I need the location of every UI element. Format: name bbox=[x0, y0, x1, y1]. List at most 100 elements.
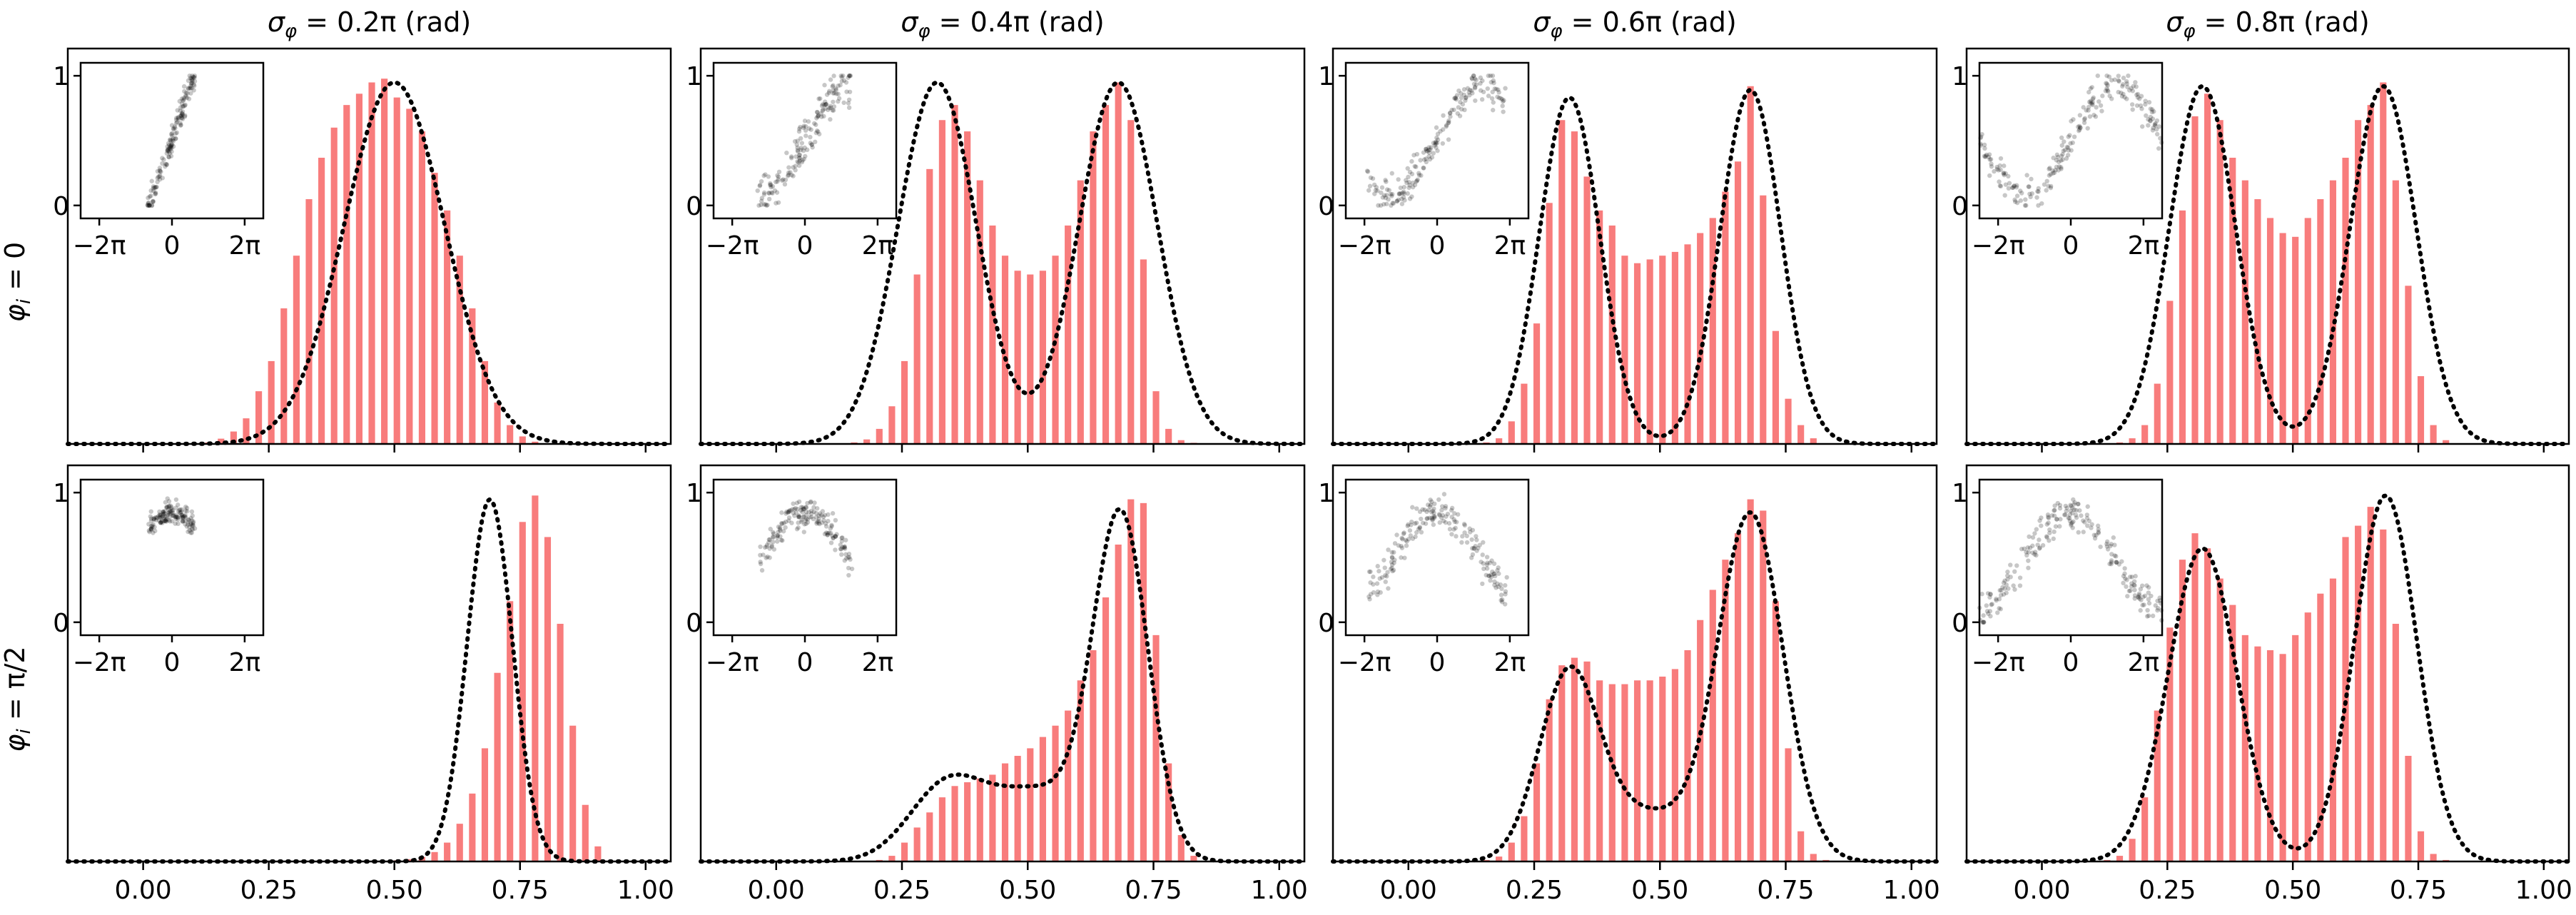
scatter-point bbox=[1439, 507, 1444, 513]
scatter-point bbox=[828, 117, 833, 122]
scatter-point bbox=[1989, 602, 1994, 607]
scatter-point bbox=[822, 102, 827, 108]
scatter-point bbox=[1426, 147, 1431, 153]
scatter-point bbox=[1390, 201, 1395, 206]
inset-y-tick-label: 1 bbox=[1952, 62, 1968, 91]
histogram-bar bbox=[2367, 105, 2374, 444]
scatter-point bbox=[808, 141, 813, 146]
scatter-point bbox=[168, 146, 173, 151]
scatter-point bbox=[2053, 168, 2058, 173]
scatter-point bbox=[803, 505, 808, 510]
histogram-bar bbox=[2355, 525, 2362, 861]
scatter-point bbox=[182, 518, 188, 523]
scatter-point bbox=[147, 530, 152, 535]
scatter-point bbox=[1377, 576, 1382, 581]
scatter-point bbox=[1441, 113, 1446, 118]
scatter-point bbox=[2014, 563, 2019, 568]
scatter-point bbox=[157, 509, 162, 515]
scatter-point bbox=[180, 109, 186, 114]
scatter-point bbox=[1375, 564, 1380, 569]
scatter-point bbox=[157, 173, 163, 178]
scatter-point bbox=[2066, 515, 2071, 520]
scatter-point bbox=[823, 521, 828, 526]
scatter-point bbox=[1449, 505, 1455, 511]
scatter-point bbox=[771, 530, 776, 535]
scatter-point bbox=[2158, 136, 2163, 141]
scatter-point bbox=[813, 122, 818, 127]
scatter-point bbox=[1404, 178, 1409, 183]
histogram-bar bbox=[1633, 680, 1641, 861]
scatter-point bbox=[1374, 581, 1380, 586]
scatter-point bbox=[846, 572, 851, 578]
scatter-point bbox=[801, 506, 806, 512]
scatter-point bbox=[1466, 90, 1471, 95]
scatter-point bbox=[844, 89, 849, 94]
scatter-point bbox=[1433, 139, 1439, 145]
scatter-point bbox=[1504, 575, 1509, 580]
scatter-point bbox=[2018, 198, 2024, 203]
scatter-point bbox=[784, 519, 788, 525]
scatter-point bbox=[2124, 577, 2129, 582]
scatter-point bbox=[798, 505, 804, 510]
scatter-point bbox=[1472, 76, 1477, 81]
scatter-point bbox=[169, 508, 175, 514]
scatter-point bbox=[1432, 143, 1437, 148]
scatter-point bbox=[1379, 190, 1384, 196]
scatter-point bbox=[2158, 598, 2163, 603]
histogram-bar bbox=[2216, 578, 2223, 861]
scatter-point bbox=[171, 138, 176, 143]
inset-x-tick-label: −2π bbox=[1338, 648, 1391, 677]
scatter-point bbox=[2017, 583, 2023, 588]
scatter-point bbox=[181, 518, 186, 524]
scatter-point bbox=[1492, 579, 1497, 585]
x-tick-label: 0.25 bbox=[1506, 876, 1563, 905]
scatter-point bbox=[796, 515, 801, 520]
scatter-point bbox=[1992, 168, 1997, 174]
histogram-bar bbox=[532, 495, 539, 861]
scatter-point bbox=[150, 523, 155, 528]
scatter-point bbox=[1470, 76, 1475, 81]
scatter-point bbox=[2085, 126, 2090, 131]
scatter-point bbox=[1440, 141, 1446, 146]
scatter-point bbox=[791, 507, 797, 512]
histogram-bar bbox=[280, 308, 288, 444]
scatter-point bbox=[2114, 554, 2119, 559]
scatter-point bbox=[828, 530, 833, 536]
scatter-point bbox=[2052, 170, 2057, 176]
scatter-point bbox=[2069, 118, 2074, 123]
scatter-point bbox=[1471, 545, 1476, 551]
scatter-point bbox=[147, 194, 153, 199]
scatter-point bbox=[806, 510, 811, 515]
scatter-point bbox=[2057, 524, 2062, 529]
scatter-point bbox=[2136, 591, 2142, 596]
scatter-point bbox=[1375, 188, 1380, 193]
scatter-point bbox=[805, 520, 811, 525]
scatter-point bbox=[2025, 545, 2031, 550]
histogram-bar bbox=[293, 256, 300, 444]
inset-x-tick-label: −2π bbox=[1338, 231, 1391, 261]
x-tick-label: 1.00 bbox=[1251, 876, 1308, 905]
scatter-point bbox=[778, 534, 783, 539]
scatter-point bbox=[1434, 125, 1439, 130]
scatter-point bbox=[803, 128, 808, 133]
scatter-point bbox=[808, 508, 814, 513]
scatter-point bbox=[179, 512, 184, 517]
scatter-point bbox=[148, 509, 153, 514]
scatter-point bbox=[2096, 527, 2101, 532]
scatter-point bbox=[842, 546, 848, 551]
scatter-point bbox=[1388, 191, 1394, 197]
scatter-point bbox=[2144, 583, 2149, 588]
scatter-point bbox=[846, 565, 851, 571]
scatter-point bbox=[184, 524, 190, 529]
scatter-point bbox=[1399, 555, 1404, 560]
scatter-point bbox=[183, 90, 189, 96]
scatter-point bbox=[1480, 78, 1485, 84]
scatter-point bbox=[1424, 148, 1429, 153]
scatter-point bbox=[1492, 86, 1497, 91]
scatter-point bbox=[166, 154, 171, 160]
scatter-point bbox=[1399, 196, 1404, 201]
scatter-point bbox=[1464, 533, 1469, 539]
